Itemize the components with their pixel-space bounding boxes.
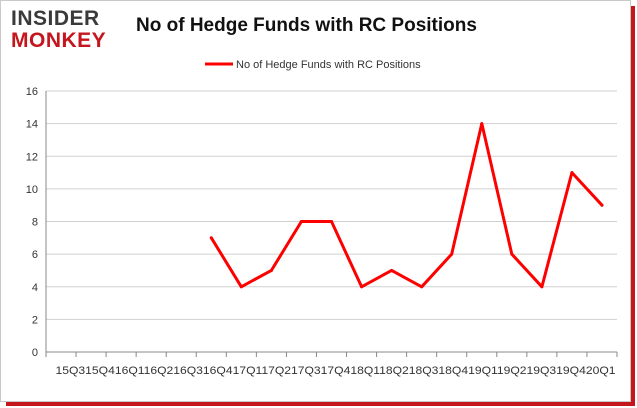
- chart-panel: INSIDER MONKEY No of Hedge Funds with RC…: [0, 0, 631, 402]
- series: [209, 122, 604, 289]
- data-point-20Q1: [600, 203, 604, 207]
- y-tick-label-2: 2: [32, 314, 38, 326]
- x-tick-labels-text: 15Q315Q416Q116Q216Q316Q417Q117Q217Q317Q4…: [56, 365, 616, 377]
- data-point-19Q3: [540, 285, 544, 289]
- logo-line-insider: INSIDER: [11, 7, 100, 30]
- data-point-19Q4: [570, 171, 574, 175]
- data-point-16Q4: [209, 236, 213, 240]
- y-tick-label-12: 12: [26, 151, 38, 163]
- legend-label: No of Hedge Funds with RC Positions: [236, 59, 421, 71]
- y-tick-label-0: 0: [32, 347, 38, 359]
- data-point-18Q4: [450, 252, 454, 256]
- y-tick-label-8: 8: [32, 217, 38, 229]
- logo-line-monkey: MONKEY: [11, 29, 107, 52]
- data-point-17Q3: [299, 220, 303, 223]
- y-tick-label-4: 4: [32, 282, 38, 294]
- y-tick-label-10: 10: [26, 184, 38, 196]
- data-point-17Q2: [269, 268, 273, 272]
- series-line-0: [209, 122, 604, 289]
- axes: [45, 91, 618, 357]
- x-tick-labels: 15Q315Q416Q116Q216Q316Q417Q117Q217Q317Q4…: [56, 365, 616, 377]
- chart-title: No of Hedge Funds with RC Positions: [136, 15, 477, 36]
- data-point-18Q1: [360, 285, 364, 289]
- legend: No of Hedge Funds with RC Positions: [205, 59, 421, 71]
- insider-monkey-logo: INSIDER MONKEY: [11, 7, 119, 53]
- y-tick-label-16: 16: [26, 86, 38, 98]
- data-point-17Q1: [239, 285, 243, 289]
- gridlines: [46, 90, 617, 320]
- y-tick-label-14: 14: [26, 119, 38, 131]
- y-tick-labels: 0 2 4 6 8 10 12 14 16: [26, 86, 38, 359]
- data-point-19Q2: [510, 252, 514, 256]
- y-tick-label-6: 6: [32, 249, 38, 261]
- data-point-19Q1: [480, 122, 484, 126]
- data-point-17Q4: [330, 220, 333, 223]
- data-point-18Q3: [420, 285, 424, 289]
- data-point-18Q2: [390, 268, 394, 272]
